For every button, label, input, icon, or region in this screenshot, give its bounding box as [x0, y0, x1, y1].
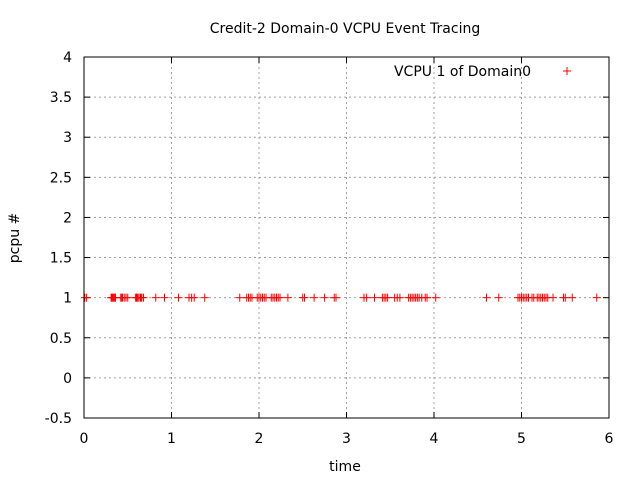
data-points — [80, 293, 601, 302]
grid-lines — [84, 57, 609, 418]
y-tick-label: 3 — [63, 130, 72, 146]
data-point — [332, 293, 340, 302]
data-point — [549, 293, 557, 302]
data-point — [362, 293, 371, 302]
y-tick-label: 0.5 — [50, 331, 72, 347]
data-point — [174, 293, 183, 302]
y-tick-label: 0 — [63, 371, 72, 387]
y-tick-label: 1 — [63, 291, 72, 307]
data-point — [320, 293, 329, 302]
x-tick-label: 5 — [517, 431, 526, 447]
plot-frame — [83, 56, 610, 419]
y-tick-label: 2 — [63, 210, 72, 226]
chart-title: Credit-2 Domain-0 VCPU Event Tracing — [210, 21, 480, 37]
data-point — [395, 293, 404, 302]
x-tick-label: 2 — [255, 431, 264, 447]
y-tick-label: 3.5 — [50, 90, 72, 106]
legend-marker — [563, 67, 571, 75]
data-point — [592, 293, 601, 302]
y-tick-labels: -0.5 0 0.5 1 1.5 2 2.5 3 3.5 4 — [45, 50, 72, 427]
data-point — [139, 293, 148, 302]
data-point — [276, 293, 284, 302]
legend: VCPU 1 of Domain0 — [394, 64, 571, 80]
x-tick-label: 4 — [430, 431, 439, 447]
data-point — [190, 293, 199, 302]
data-point — [300, 293, 309, 302]
x-tick-label: 1 — [167, 431, 176, 447]
data-point — [494, 293, 503, 302]
y-axis-label: pcpu # — [7, 213, 23, 264]
data-point — [561, 293, 570, 302]
data-point — [431, 293, 440, 302]
legend-label: VCPU 1 of Domain0 — [394, 64, 531, 80]
data-point — [568, 293, 577, 302]
x-tick-labels: 0 1 2 3 4 5 6 — [80, 431, 614, 447]
x-tick-label: 3 — [342, 431, 351, 447]
y-tick-label: -0.5 — [45, 411, 72, 427]
data-point — [160, 293, 169, 302]
data-point — [235, 293, 244, 302]
data-point — [482, 293, 491, 302]
data-point — [151, 293, 160, 302]
data-point — [310, 293, 319, 302]
y-tick-label: 2.5 — [50, 170, 72, 186]
y-tick-label: 1.5 — [50, 251, 72, 267]
x-axis-label: time — [329, 459, 361, 475]
data-point — [370, 293, 379, 302]
x-tick-label: 6 — [605, 431, 614, 447]
y-tick-label: 4 — [63, 50, 72, 66]
data-point — [383, 293, 392, 302]
data-point — [123, 293, 132, 302]
data-point — [423, 293, 431, 302]
x-tick-label: 0 — [80, 431, 89, 447]
data-point — [200, 293, 209, 302]
data-point — [283, 293, 292, 302]
